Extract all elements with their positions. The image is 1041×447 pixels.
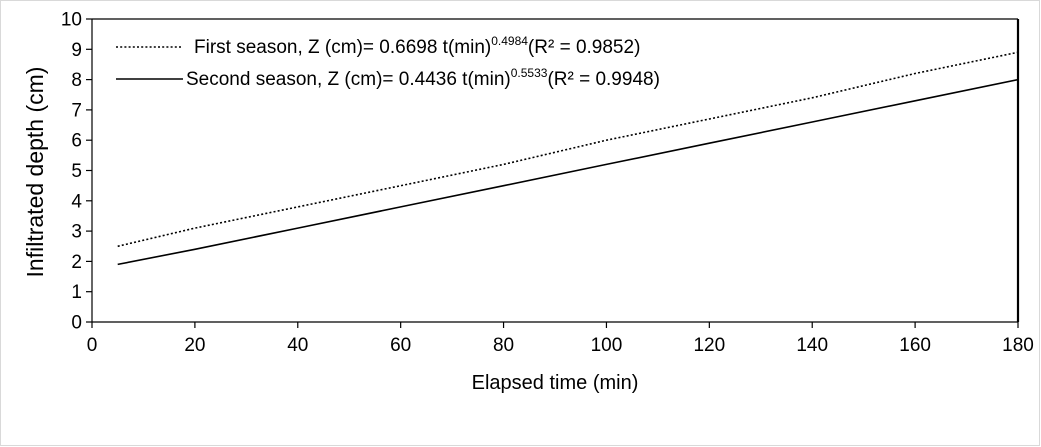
- y-tick-label: 1: [71, 282, 82, 303]
- legend-label-second-season: Second season, Z (cm)= 0.4436 t(min)0.55…: [186, 66, 660, 90]
- x-tick-label: 20: [184, 335, 205, 356]
- legend-second-prefix: Second season, Z (cm)= 0.4436 t(min): [186, 69, 511, 90]
- y-tick-label: 3: [71, 222, 82, 243]
- series-line-first-season: [117, 51, 1019, 248]
- y-tick-label: 0: [71, 313, 82, 334]
- legend-second-exponent: 0.5533: [511, 66, 548, 80]
- y-tick-label: 9: [71, 40, 82, 61]
- series-line-second-season: [117, 78, 1019, 266]
- y-tick-label: 7: [71, 100, 82, 121]
- x-tick-label: 40: [287, 335, 308, 356]
- y-tick-label: 8: [71, 70, 82, 91]
- y-tick-label: 6: [71, 131, 82, 152]
- legend-first-exponent: 0.4984: [491, 34, 528, 48]
- legend-first-suffix: (R² = 0.9852): [528, 37, 640, 58]
- y-tick-label: 2: [71, 252, 82, 273]
- x-tick-label: 120: [693, 335, 725, 356]
- x-tick-label: 140: [796, 335, 828, 356]
- y-tick-label: 5: [71, 161, 82, 182]
- x-tick-label: 160: [899, 335, 931, 356]
- x-tick-label: 80: [493, 335, 514, 356]
- legend-first-prefix: First season, Z (cm)= 0.6698 t(min): [194, 37, 491, 58]
- legend-second-suffix: (R² = 0.9948): [547, 69, 659, 90]
- legend-label-first-season: First season, Z (cm)= 0.6698 t(min)0.498…: [194, 34, 640, 58]
- legend-background: [110, 29, 666, 95]
- x-tick-label: 100: [591, 335, 623, 356]
- series-layer: [117, 51, 1019, 266]
- y-axis-title: Infiltrated depth (cm): [22, 67, 48, 278]
- x-tick-label: 180: [1002, 335, 1034, 356]
- x-tick-label: 60: [390, 335, 411, 356]
- y-tick-label: 4: [71, 191, 82, 212]
- y-tick-label: 10: [61, 10, 82, 31]
- x-tick-label: 0: [87, 335, 98, 356]
- x-axis-title: Elapsed time (min): [472, 372, 639, 394]
- legend: First season, Z (cm)= 0.6698 t(min)0.498…: [116, 34, 660, 90]
